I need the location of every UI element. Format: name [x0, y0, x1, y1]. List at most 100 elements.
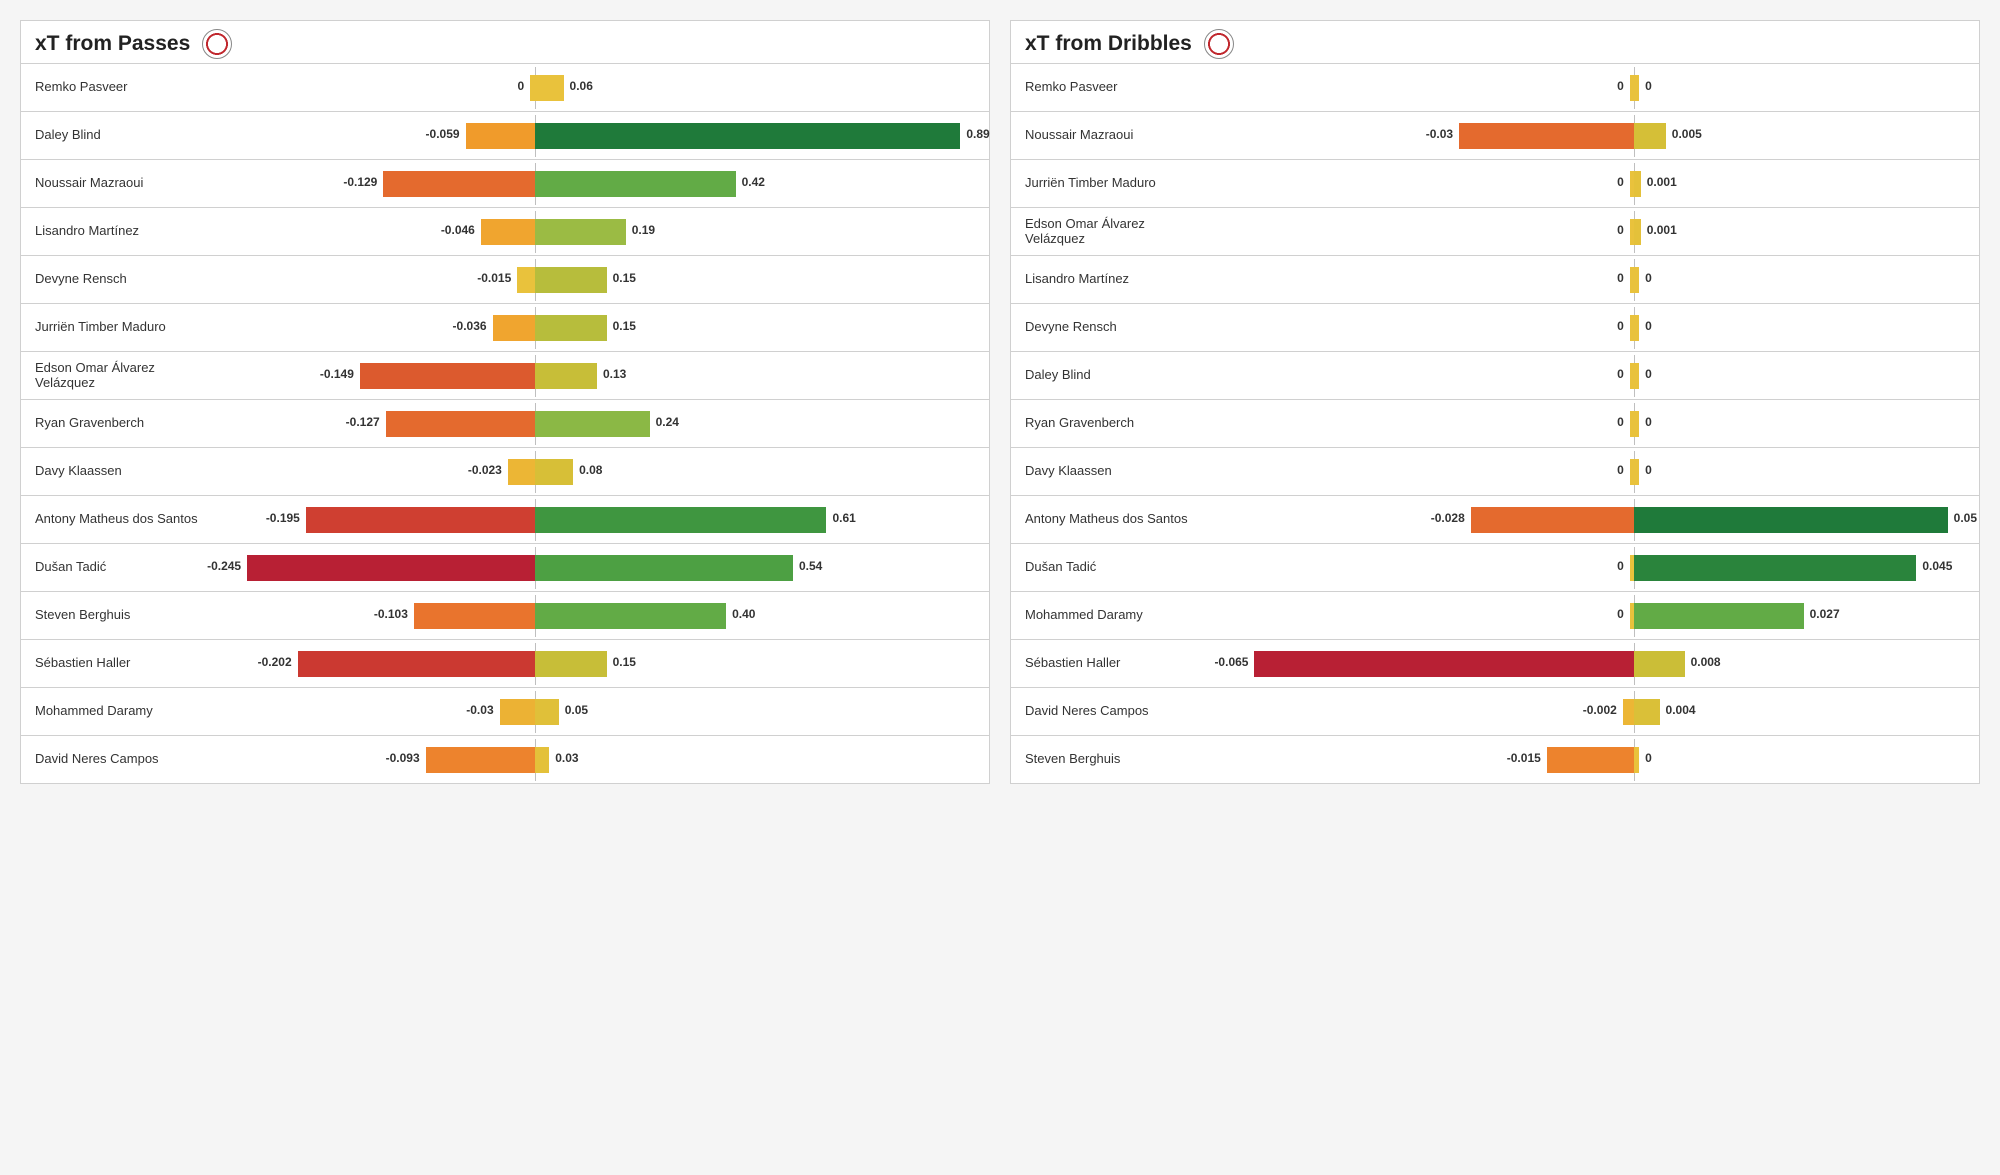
bar-row: Dušan Tadić00.045	[1011, 543, 1979, 591]
bar-area: -0.030.05	[206, 697, 989, 727]
negative-value-label: 0	[1617, 319, 1624, 333]
bar-area: 00	[1196, 457, 1979, 487]
bar-row: Remko Pasveer00	[1011, 63, 1979, 111]
positive-bar	[1634, 555, 1916, 581]
positive-bar	[1634, 75, 1639, 101]
negative-value-label: -0.046	[441, 223, 475, 237]
positive-value-label: 0.61	[832, 511, 855, 525]
positive-value-label: 0.001	[1647, 175, 1677, 189]
positive-value-label: 0.89	[966, 127, 989, 141]
positive-bar	[1634, 699, 1659, 725]
bar-row: Devyne Rensch 0 0	[1011, 303, 1979, 351]
bar-row: Davy Klaassen00	[1011, 447, 1979, 495]
negative-bar	[247, 555, 535, 581]
positive-value-label: 0	[1645, 415, 1652, 429]
bar-row: Daley Blind00	[1011, 351, 1979, 399]
positive-value-label: 0.13	[603, 367, 626, 381]
bar-row: Noussair Mazraoui-0.1290.42	[21, 159, 989, 207]
bar-row: Devyne Rensch-0.0150.15	[21, 255, 989, 303]
player-name: Steven Berghuis	[1011, 752, 1196, 767]
bar-area: 00	[1196, 265, 1979, 295]
bar-area: -0.0650.008	[1196, 649, 1979, 679]
bar-row: David Neres Campos-0.0930.03	[21, 735, 989, 783]
negative-value-label: -0.03	[1426, 127, 1453, 141]
negative-bar	[1471, 507, 1635, 533]
player-name: Lisandro Martínez	[1011, 272, 1196, 287]
team-logo-icon	[202, 29, 232, 59]
positive-bar	[535, 363, 597, 389]
negative-bar	[493, 315, 535, 341]
positive-bar	[1634, 651, 1684, 677]
player-name: Ryan Gravenberch	[21, 416, 206, 431]
bar-area: -0.1290.42	[206, 169, 989, 199]
positive-bar	[535, 267, 607, 293]
negative-value-label: 0	[1617, 175, 1624, 189]
player-name: David Neres Campos	[1011, 704, 1196, 719]
positive-value-label: 0.05	[1954, 511, 1977, 525]
negative-value-label: -0.023	[468, 463, 502, 477]
negative-bar	[414, 603, 535, 629]
player-name: Sébastien Haller	[1011, 656, 1196, 671]
player-name: Edson Omar Álvarez Velázquez	[21, 361, 206, 391]
bar-area: -0.1490.13	[206, 361, 989, 391]
player-name: Jurriën Timber Maduro	[21, 320, 206, 335]
positive-value-label: 0	[1645, 79, 1652, 93]
negative-value-label: 0	[1617, 607, 1624, 621]
player-name: Mohammed Daramy	[1011, 608, 1196, 623]
negative-value-label: 0	[1617, 223, 1624, 237]
bar-row: David Neres Campos-0.0020.004	[1011, 687, 1979, 735]
bar-row: Lisandro Martínez-0.0460.19	[21, 207, 989, 255]
positive-value-label: 0.40	[732, 607, 755, 621]
negative-bar	[360, 363, 535, 389]
bar-area: 00.06	[206, 73, 989, 103]
negative-value-label: 0	[1617, 415, 1624, 429]
positive-bar	[1634, 123, 1665, 149]
player-name: Daley Blind	[21, 128, 206, 143]
negative-value-label: -0.103	[374, 607, 408, 621]
bar-area: -0.0930.03	[206, 745, 989, 775]
bar-area: -0.030.005	[1196, 121, 1979, 151]
bar-row: Ryan Gravenberch 0 0	[1011, 399, 1979, 447]
positive-value-label: 0.24	[656, 415, 679, 429]
positive-bar	[1634, 507, 1947, 533]
bar-area: -0.2450.54	[206, 553, 989, 583]
bar-row: Dušan Tadić-0.2450.54	[21, 543, 989, 591]
bar-area: -0.0150.15	[206, 265, 989, 295]
player-name: Ryan Gravenberch	[1011, 416, 1196, 431]
positive-bar	[1634, 603, 1803, 629]
negative-bar	[426, 747, 535, 773]
negative-value-label: -0.195	[266, 511, 300, 525]
player-name: Edson Omar Álvarez Velázquez	[1011, 217, 1196, 247]
positive-value-label: 0.008	[1691, 655, 1721, 669]
bar-row: Antony Matheus dos Santos-0.0280.05	[1011, 495, 1979, 543]
bar-area: -0.0150	[1196, 745, 1979, 775]
player-name: Daley Blind	[1011, 368, 1196, 383]
positive-value-label: 0.05	[565, 703, 588, 717]
positive-value-label: 0.045	[1922, 559, 1952, 573]
negative-bar	[508, 459, 535, 485]
positive-bar	[535, 699, 559, 725]
negative-bar	[383, 171, 535, 197]
negative-value-label: -0.129	[343, 175, 377, 189]
bar-row: Steven Berghuis-0.0150	[1011, 735, 1979, 783]
panel-title: xT from Dribbles	[1025, 32, 1192, 56]
player-name: Noussair Mazraoui	[1011, 128, 1196, 143]
bar-area: -0.0460.19	[206, 217, 989, 247]
positive-bar	[535, 315, 607, 341]
negative-bar	[517, 267, 535, 293]
negative-value-label: -0.245	[207, 559, 241, 573]
player-name: Devyne Rensch	[21, 272, 206, 287]
bar-row: Mohammed Daramy00.027	[1011, 591, 1979, 639]
bar-area: -0.0590.89	[206, 121, 989, 151]
negative-value-label: -0.127	[346, 415, 380, 429]
negative-value-label: 0	[1617, 79, 1624, 93]
team-logo-icon	[1204, 29, 1234, 59]
player-name: Davy Klaassen	[21, 464, 206, 479]
negative-value-label: -0.015	[477, 271, 511, 285]
negative-bar	[1459, 123, 1634, 149]
bar-area: 00	[1196, 73, 1979, 103]
player-name: Devyne Rensch	[1011, 320, 1196, 335]
positive-value-label: 0	[1645, 319, 1652, 333]
positive-bar	[1634, 363, 1639, 389]
bar-row: Antony Matheus dos Santos-0.1950.61	[21, 495, 989, 543]
